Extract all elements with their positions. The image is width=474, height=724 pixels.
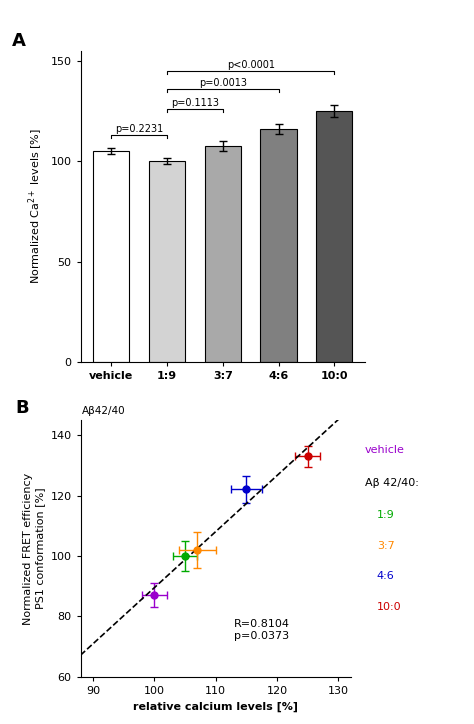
Text: p=0.2231: p=0.2231 [115, 125, 163, 135]
Y-axis label: Normalized Ca$^{2+}$ levels [%]: Normalized Ca$^{2+}$ levels [%] [27, 128, 45, 285]
Text: p=0.1113: p=0.1113 [171, 98, 219, 109]
Text: Aβ 42/40:: Aβ 42/40: [365, 478, 419, 488]
Text: Aβ42  [μM]: Aβ42 [μM] [82, 427, 139, 437]
Text: 0.0: 0.0 [326, 449, 343, 459]
Text: 1.0: 1.0 [326, 427, 343, 437]
Bar [316, 111, 353, 362]
Text: 10:0: 10:0 [377, 602, 401, 612]
Text: 0.1: 0.1 [159, 427, 175, 437]
Text: 1:9: 1:9 [377, 510, 394, 521]
Bar [93, 151, 129, 362]
Y-axis label: Normalized FRET efficiency
PS1 conformation [%]: Normalized FRET efficiency PS1 conformat… [23, 472, 45, 625]
X-axis label: relative calcium levels [%]: relative calcium levels [%] [133, 702, 298, 712]
Text: 3:7: 3:7 [377, 541, 394, 551]
Text: B: B [16, 400, 29, 417]
Bar [205, 146, 241, 362]
Text: 0.6: 0.6 [270, 449, 287, 459]
Text: 0.9: 0.9 [159, 449, 175, 459]
Bar [149, 161, 185, 362]
Text: Aβ40  [μM]: Aβ40 [μM] [82, 449, 139, 459]
Text: p=0.0013: p=0.0013 [199, 78, 247, 88]
Text: 0.4: 0.4 [270, 427, 287, 437]
Bar [260, 129, 297, 362]
Text: 0.3: 0.3 [215, 427, 231, 437]
Text: 0.7: 0.7 [215, 449, 231, 459]
Text: 4:6: 4:6 [377, 571, 394, 581]
Text: A: A [12, 32, 26, 50]
Text: vehicle: vehicle [365, 445, 405, 455]
Text: p<0.0001: p<0.0001 [227, 60, 274, 70]
Text: Aβ42/40: Aβ42/40 [82, 405, 126, 416]
Text: R=0.8104
p=0.0373: R=0.8104 p=0.0373 [234, 620, 290, 641]
